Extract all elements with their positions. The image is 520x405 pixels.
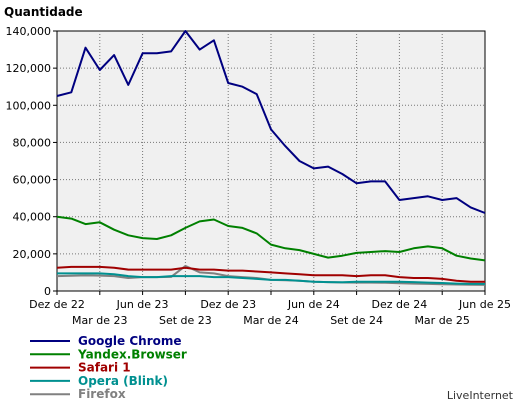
chart-title: Quantidade — [4, 5, 83, 19]
y-tick-label: 20,000 — [13, 248, 52, 261]
x-tick-label: Mar de 24 — [243, 314, 299, 327]
x-tick-label: Dez de 22 — [29, 298, 85, 311]
x-tick-label: Mar de 25 — [414, 314, 470, 327]
x-tick-label: Jun de 23 — [116, 298, 169, 311]
x-tick-label: Dez de 24 — [372, 298, 428, 311]
legend-label: Google Chrome — [78, 334, 182, 348]
y-tick-label: 120,000 — [6, 62, 52, 75]
x-tick-label: Mar de 23 — [72, 314, 128, 327]
grid-lines — [57, 31, 485, 291]
series-line-opera-blink- — [57, 272, 485, 285]
y-axis-ticks: 0 20,000 40,000 60,000 80,000 100,000 120,000 1… — [6, 25, 57, 298]
x-tick-label: Dez de 23 — [200, 298, 256, 311]
x-tick-label: Set de 23 — [159, 314, 212, 327]
x-tick-label: Jun de 25 — [458, 298, 511, 311]
legend-label: Opera (Blink) — [78, 374, 168, 388]
y-tick-label: 0 — [44, 285, 51, 298]
legend-label: Yandex.Browser — [77, 347, 187, 361]
legend-label: Safari 1 — [78, 361, 131, 375]
legend-label: Firefox — [78, 387, 126, 401]
x-tick-label: Set de 24 — [330, 314, 383, 327]
y-tick-label: 100,000 — [6, 99, 52, 112]
series-line-google-chrome — [56, 30, 486, 214]
y-tick-label: 60,000 — [13, 174, 52, 187]
y-tick-label: 40,000 — [13, 211, 52, 224]
series-line-safari-1 — [56, 265, 485, 283]
y-tick-label: 80,000 — [13, 136, 52, 149]
x-tick-label: Jun de 24 — [287, 298, 340, 311]
x-axis-ticks: Dez de 22 Mar de 23 Jun de 23 Set de 23 Dez … — [29, 291, 511, 327]
y-tick-label: 140,000 — [6, 25, 52, 38]
brand-label: LiveInternet — [447, 389, 514, 402]
series-line-yandex-browser — [56, 215, 486, 262]
series-lines — [56, 30, 486, 286]
